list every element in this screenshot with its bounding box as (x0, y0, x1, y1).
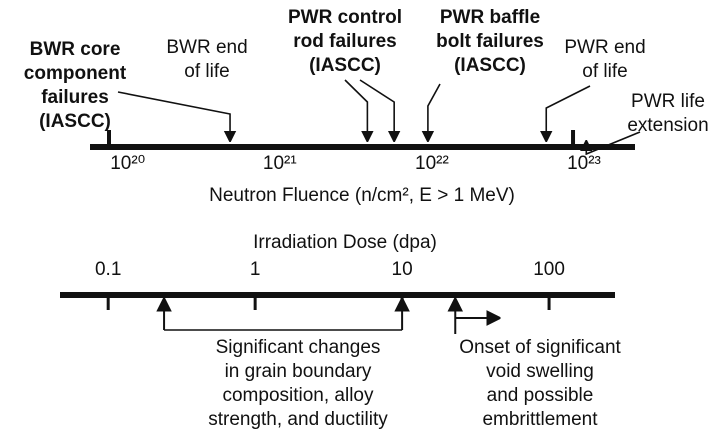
fluence-annotation-text: BWR core (30, 39, 121, 60)
dose-tick-label: 100 (533, 259, 565, 280)
fluence-annotation-text: of life (582, 61, 627, 82)
dose-annotation-text: Significant changes (216, 337, 381, 358)
fluence-annotation-text: extension (627, 115, 708, 136)
fluence-marker-arrow (344, 79, 367, 141)
fluence-annotation-text: failures (41, 87, 109, 108)
fluence-annotation-text: component (24, 63, 127, 84)
dose-annotation-text: embrittlement (482, 409, 598, 430)
fluence-marker-arrow (117, 91, 230, 141)
fluence-annotation-text: rod failures (293, 31, 396, 52)
fluence-annotation-text: (IASCC) (454, 55, 526, 76)
fluence-annotation-text: PWR end (564, 37, 645, 58)
fluence-marker-arrow (359, 79, 394, 141)
fluence-annotation-text: (IASCC) (309, 55, 381, 76)
dose-tick-label: 10 (392, 259, 413, 280)
dose-annotation-text: composition, alloy (222, 385, 374, 406)
fluence-tick-label: 10²² (415, 153, 449, 174)
fluence-tick-label: 10²¹ (263, 153, 297, 174)
dose-annotation-text: in grain boundary (225, 361, 372, 382)
fluence-annotation-text: PWR life (631, 91, 705, 112)
dose-annotation-text: strength, and ductility (208, 409, 388, 430)
fluence-marker-arrow (428, 83, 441, 141)
fluence-tick-label: 10²⁰ (110, 153, 145, 174)
dose-axis-label: Irradiation Dose (dpa) (253, 232, 437, 253)
fluence-annotation-text: PWR control (288, 7, 402, 28)
fluence-annotation-text: bolt failures (436, 31, 544, 52)
dose-annotation-text: and possible (487, 385, 594, 406)
dose-tick-label: 0.1 (95, 259, 121, 280)
fluence-tick-label: 10²³ (567, 153, 601, 174)
fluence-marker-arrow (546, 85, 591, 141)
fluence-annotation-text: of life (184, 61, 229, 82)
fluence-annotation-text: PWR baffle (440, 7, 540, 28)
dose-annotation-text: void swelling (486, 361, 594, 382)
fluence-annotation-text: BWR end (166, 37, 247, 58)
fluence-axis-label: Neutron Fluence (n/cm², E > 1 MeV) (209, 185, 515, 206)
fluence-annotation-text: (IASCC) (39, 111, 111, 132)
fluence-marker-arrow (586, 131, 641, 156)
dose-tick-label: 1 (250, 259, 261, 280)
dose-annotation-text: Onset of significant (459, 337, 621, 358)
